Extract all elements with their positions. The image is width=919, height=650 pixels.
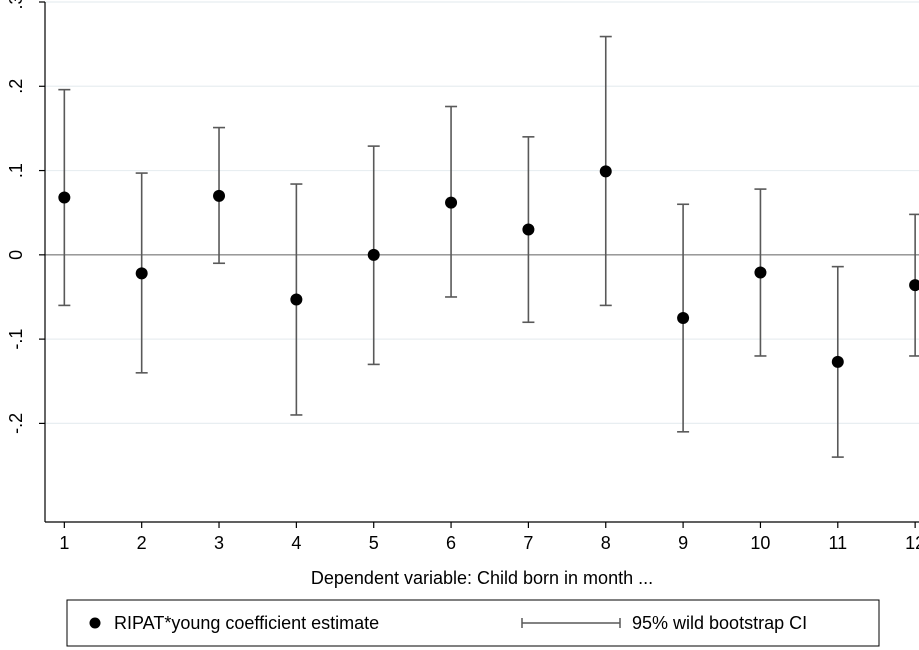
estimate-point <box>677 312 690 325</box>
estimate-point <box>367 248 380 261</box>
y-tick-label: -.2 <box>6 413 26 434</box>
estimate-point <box>290 293 303 306</box>
estimate-point <box>213 189 226 202</box>
x-tick-label: 8 <box>601 533 611 553</box>
x-tick-label: 7 <box>523 533 533 553</box>
x-tick-label: 1 <box>59 533 69 553</box>
estimate-point <box>445 196 458 209</box>
estimate-point <box>909 279 919 292</box>
estimate-point <box>831 355 844 368</box>
legend-label-estimate: RIPAT*young coefficient estimate <box>114 613 379 633</box>
x-ticks: 123456789101112 <box>59 522 919 553</box>
x-tick-label: 3 <box>214 533 224 553</box>
legend: RIPAT*young coefficient estimate 95% wil… <box>66 599 880 647</box>
estimate-point <box>754 266 767 279</box>
x-tick-label: 12 <box>905 533 919 553</box>
legend-dot-icon <box>89 617 101 629</box>
estimate-point <box>58 191 71 204</box>
x-tick-label: 11 <box>828 533 847 553</box>
estimate-point <box>599 165 612 178</box>
legend-box <box>66 599 880 647</box>
x-tick-label: 2 <box>137 533 147 553</box>
y-tick-label: 0 <box>6 250 26 260</box>
y-tick-label: .3 <box>6 0 26 10</box>
axes <box>44 2 919 523</box>
y-tick-label: .2 <box>6 79 26 94</box>
x-axis-title: Dependent variable: Child born in month … <box>311 568 653 588</box>
estimate-points <box>58 165 919 368</box>
estimate-point <box>135 267 148 280</box>
estimate-point <box>522 223 535 236</box>
x-tick-label: 9 <box>678 533 688 553</box>
x-tick-label: 5 <box>369 533 379 553</box>
x-tick-label: 4 <box>291 533 301 553</box>
y-ticks: -.2 -.1 0 .1 .2 .3 <box>6 0 45 434</box>
ci-bars <box>58 35 919 458</box>
legend-label-ci: 95% wild bootstrap CI <box>632 613 807 633</box>
x-tick-label: 6 <box>446 533 456 553</box>
y-tick-label: -.1 <box>6 329 26 350</box>
grid-lines <box>45 1 919 424</box>
x-tick-label: 10 <box>750 533 770 553</box>
y-tick-label: .1 <box>6 163 26 178</box>
